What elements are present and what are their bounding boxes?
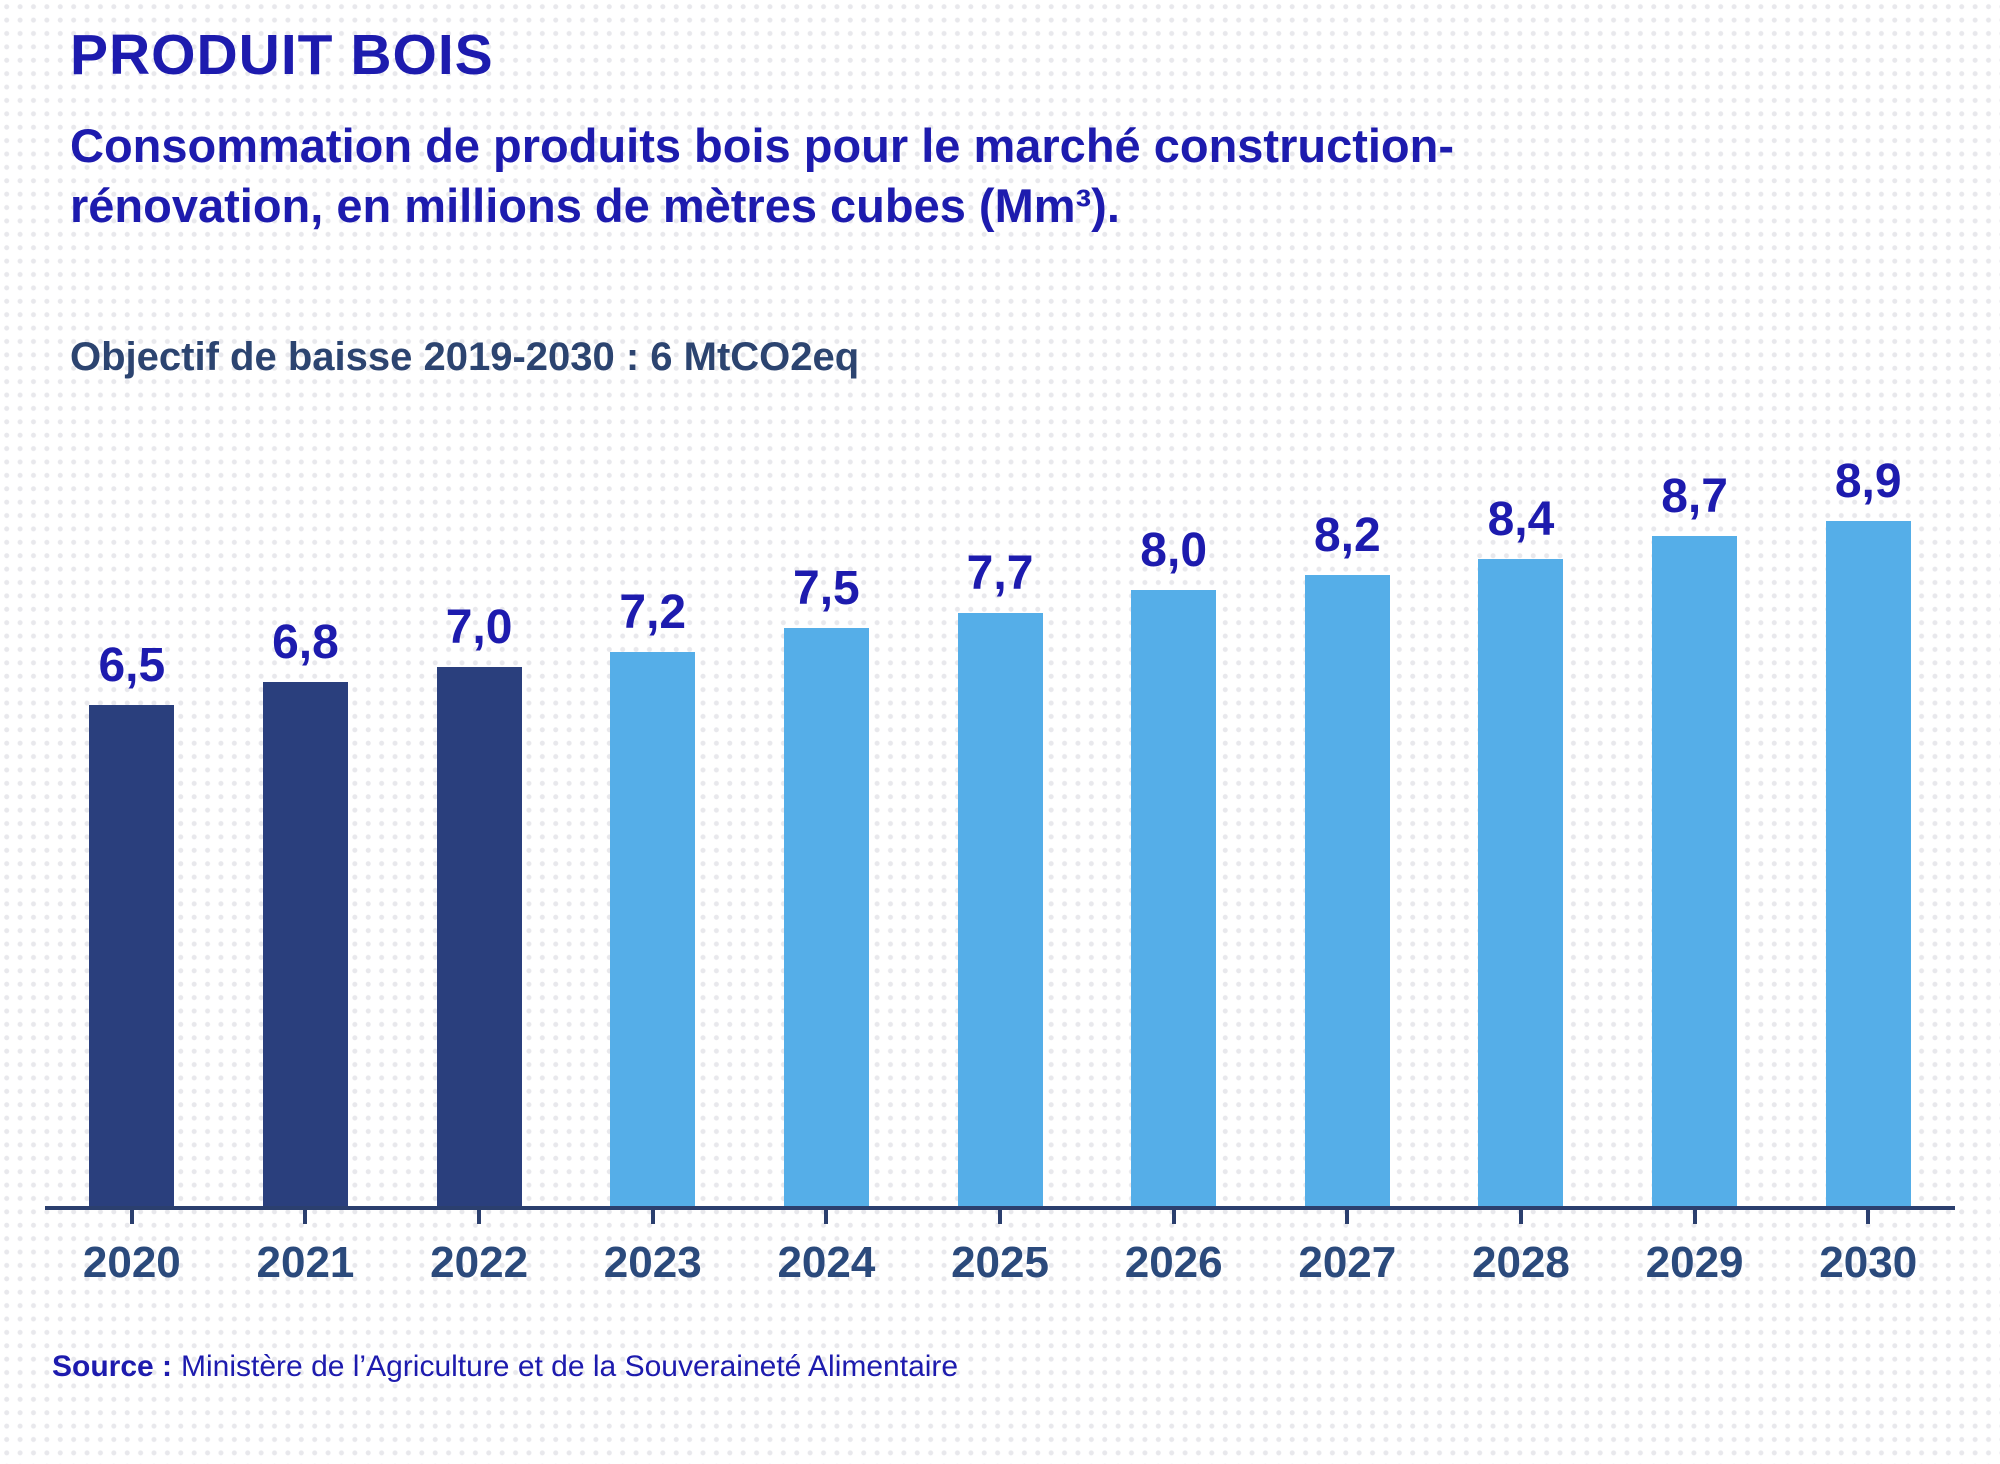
bar-value-label: 8,2 bbox=[1313, 509, 1381, 563]
axis-label-group: 2029 bbox=[1608, 1210, 1782, 1288]
axis-tick bbox=[824, 1210, 829, 1225]
bar-group-2020: 6,5 bbox=[45, 638, 219, 1207]
axis-tick bbox=[129, 1210, 134, 1225]
axis-tick bbox=[1518, 1210, 1523, 1225]
bar bbox=[1652, 536, 1738, 1207]
bar-value-label: 7,0 bbox=[445, 601, 513, 655]
bar-group-2027: 8,2 bbox=[1260, 508, 1434, 1207]
bar-group-2030: 8,9 bbox=[1781, 454, 1955, 1207]
axis-label-group: 2023 bbox=[566, 1210, 740, 1288]
axis-year-label: 2022 bbox=[430, 1238, 529, 1288]
axis-label-group: 2026 bbox=[1087, 1210, 1261, 1288]
bar-value-label: 8,9 bbox=[1834, 455, 1902, 509]
bar-group-2026: 8,0 bbox=[1087, 523, 1261, 1207]
bar-value-label: 8,4 bbox=[1487, 493, 1555, 547]
bar bbox=[1304, 575, 1390, 1207]
bar-chart: 6,5 6,8 7,0 7,2 7,5 7,7 8,0 8,2 8,4 8,7 8,9 2020 20… bbox=[45, 455, 1955, 1288]
axis-label-group: 2025 bbox=[913, 1210, 1087, 1288]
axis-year-label: 2030 bbox=[1819, 1238, 1918, 1288]
axis-tick bbox=[650, 1210, 655, 1225]
axis-year-label: 2024 bbox=[777, 1238, 876, 1288]
axis-tick bbox=[1171, 1210, 1176, 1225]
bar bbox=[436, 667, 522, 1207]
axis-year-label: 2021 bbox=[256, 1238, 355, 1288]
axis-label-group: 2024 bbox=[740, 1210, 914, 1288]
axis-year-label: 2028 bbox=[1472, 1238, 1570, 1288]
bar-value-label: 6,5 bbox=[98, 639, 166, 693]
axis-year-label: 2026 bbox=[1124, 1238, 1223, 1288]
axis-year-label: 2025 bbox=[951, 1238, 1049, 1288]
axis-tick bbox=[303, 1210, 308, 1225]
bars-row: 6,5 6,8 7,0 7,2 7,5 7,7 8,0 8,2 8,4 8,7 8,9 bbox=[45, 455, 1955, 1207]
bar-group-2024: 7,5 bbox=[740, 561, 914, 1207]
bar-value-label: 7,2 bbox=[619, 586, 687, 640]
page-title: PRODUIT BOIS bbox=[70, 23, 494, 87]
axis-tick bbox=[1692, 1210, 1697, 1225]
bar-value-label: 7,5 bbox=[793, 562, 860, 616]
axis-tick bbox=[1345, 1210, 1350, 1225]
axis-label-group: 2021 bbox=[219, 1210, 393, 1288]
axis-label-group: 2030 bbox=[1781, 1210, 1955, 1288]
bar bbox=[89, 705, 175, 1207]
axis-tick bbox=[998, 1210, 1003, 1225]
bar-value-label: 8,0 bbox=[1140, 524, 1208, 578]
bar-value-label: 8,7 bbox=[1661, 470, 1728, 524]
source-text: Ministère de l’Agriculture et de la Souv… bbox=[181, 1350, 959, 1384]
bar bbox=[1131, 590, 1217, 1207]
bar bbox=[1825, 521, 1911, 1207]
bar bbox=[957, 613, 1043, 1207]
source-label: Source : bbox=[52, 1350, 173, 1384]
x-axis-line bbox=[45, 1206, 1955, 1211]
axis-label-group: 2022 bbox=[392, 1210, 566, 1288]
chart-subtitle: Consommation de produits bois pour le ma… bbox=[70, 119, 1454, 232]
bar-group-2028: 8,4 bbox=[1434, 492, 1608, 1207]
bar bbox=[610, 652, 696, 1207]
bar bbox=[1478, 559, 1564, 1207]
objective-text: Objectif de baisse 2019-2030 : 6 MtCO2eq bbox=[70, 335, 860, 380]
bar-group-2021: 6,8 bbox=[219, 615, 393, 1207]
axis-labels-row: 2020 2021 2022 2023 2024 2025 2026 2027 2028 2029… bbox=[45, 1210, 1955, 1288]
axis-label-group: 2020 bbox=[45, 1210, 219, 1288]
axis-label-group: 2027 bbox=[1260, 1210, 1434, 1288]
axis-year-label: 2023 bbox=[603, 1238, 702, 1288]
bar-group-2025: 7,7 bbox=[913, 546, 1087, 1207]
axis-tick bbox=[1866, 1210, 1871, 1225]
bar-value-label: 6,8 bbox=[272, 616, 339, 670]
infographic-produit-bois: { "header": { "title": "PRODUIT BOIS", "… bbox=[0, 22, 2000, 1464]
bar bbox=[783, 628, 869, 1207]
bar-group-2022: 7,0 bbox=[392, 600, 566, 1207]
axis-year-label: 2020 bbox=[82, 1238, 181, 1288]
bar bbox=[262, 682, 348, 1207]
axis-label-group: 2028 bbox=[1434, 1210, 1608, 1288]
source-line: Source : Ministère de l’Agriculture et de… bbox=[52, 1350, 2000, 1384]
axis-tick bbox=[477, 1210, 482, 1225]
bar-group-2029: 8,7 bbox=[1608, 469, 1782, 1207]
axis-year-label: 2027 bbox=[1298, 1238, 1397, 1288]
bar-value-label: 7,7 bbox=[966, 547, 1034, 601]
bar-group-2023: 7,2 bbox=[566, 585, 740, 1207]
axis-year-label: 2029 bbox=[1645, 1238, 1744, 1288]
